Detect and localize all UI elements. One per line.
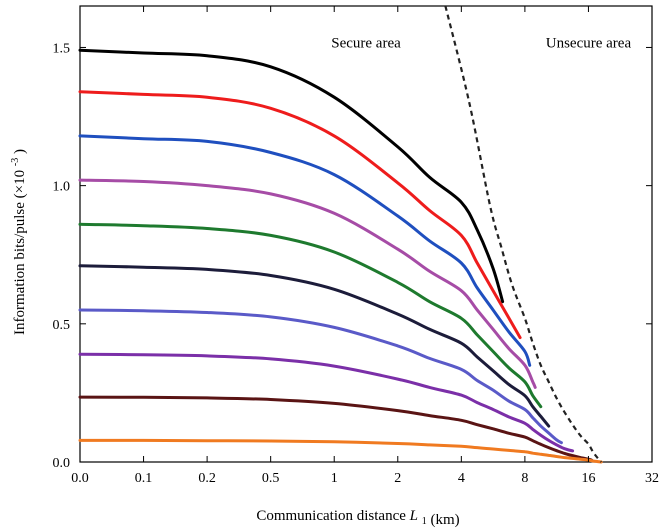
x-axis-title-subscript: 1 [422,516,427,527]
x-axis-ticks: 0.0 0.1 0.2 0.5 1 2 4 8 16 32 [71,6,659,486]
series-line-8 [78,352,575,453]
y-axis-title-exponent: -3 [10,158,21,166]
x-tick-label: 0.0 [71,471,89,486]
boundary-layer [444,5,603,463]
y-tick-label: 1.5 [53,41,71,56]
y-axis-title: Information bits/pulse (×10 -3 ) [6,149,28,335]
annotation-layer: Secure area Unsecure area [331,35,631,51]
secure-boundary-line [444,5,603,463]
x-tick-label: 4 [458,471,465,486]
series-line-3 [78,134,532,367]
x-tick-label: 0.1 [135,471,153,486]
unsecure-area-label: Unsecure area [546,35,632,51]
x-tick-label: 0.5 [262,471,280,486]
series-line-7 [78,308,563,445]
series-line-2 [78,90,522,340]
y-axis-ticks: 0.0 0.5 1.0 1.5 [53,41,652,471]
y-tick-label: 0.5 [53,318,71,333]
series-line-6 [78,264,551,428]
x-tick-label: 16 [581,471,595,486]
series-line-10 [78,438,603,464]
x-tick-label: 8 [521,471,528,486]
x-axis-title-symbol: L [409,508,418,524]
y-tick-label: 0.0 [53,456,71,471]
series-line-5 [78,222,543,409]
y-axis-title-suffix: ) [12,149,28,154]
secure-area-label: Secure area [331,35,401,51]
x-axis-title: Communication distance L 1 (km) [256,508,459,528]
series-line-9 [78,395,594,462]
x-tick-label: 2 [394,471,401,486]
series-layer [78,48,603,464]
x-axis-title-text: Communication distance [256,508,406,524]
x-tick-label: 0.2 [198,471,216,486]
y-tick-label: 1.0 [53,180,71,195]
x-tick-label: 1 [331,471,338,486]
series-line-4 [78,178,537,389]
plot-border [79,5,653,463]
y-axis-title-text: Information bits/pulse (×10 [12,170,28,335]
x-tick-label: 32 [645,471,659,486]
plot-frame [79,5,653,463]
x-axis-title-unit: (km) [430,512,459,528]
series-line-1 [78,48,505,304]
